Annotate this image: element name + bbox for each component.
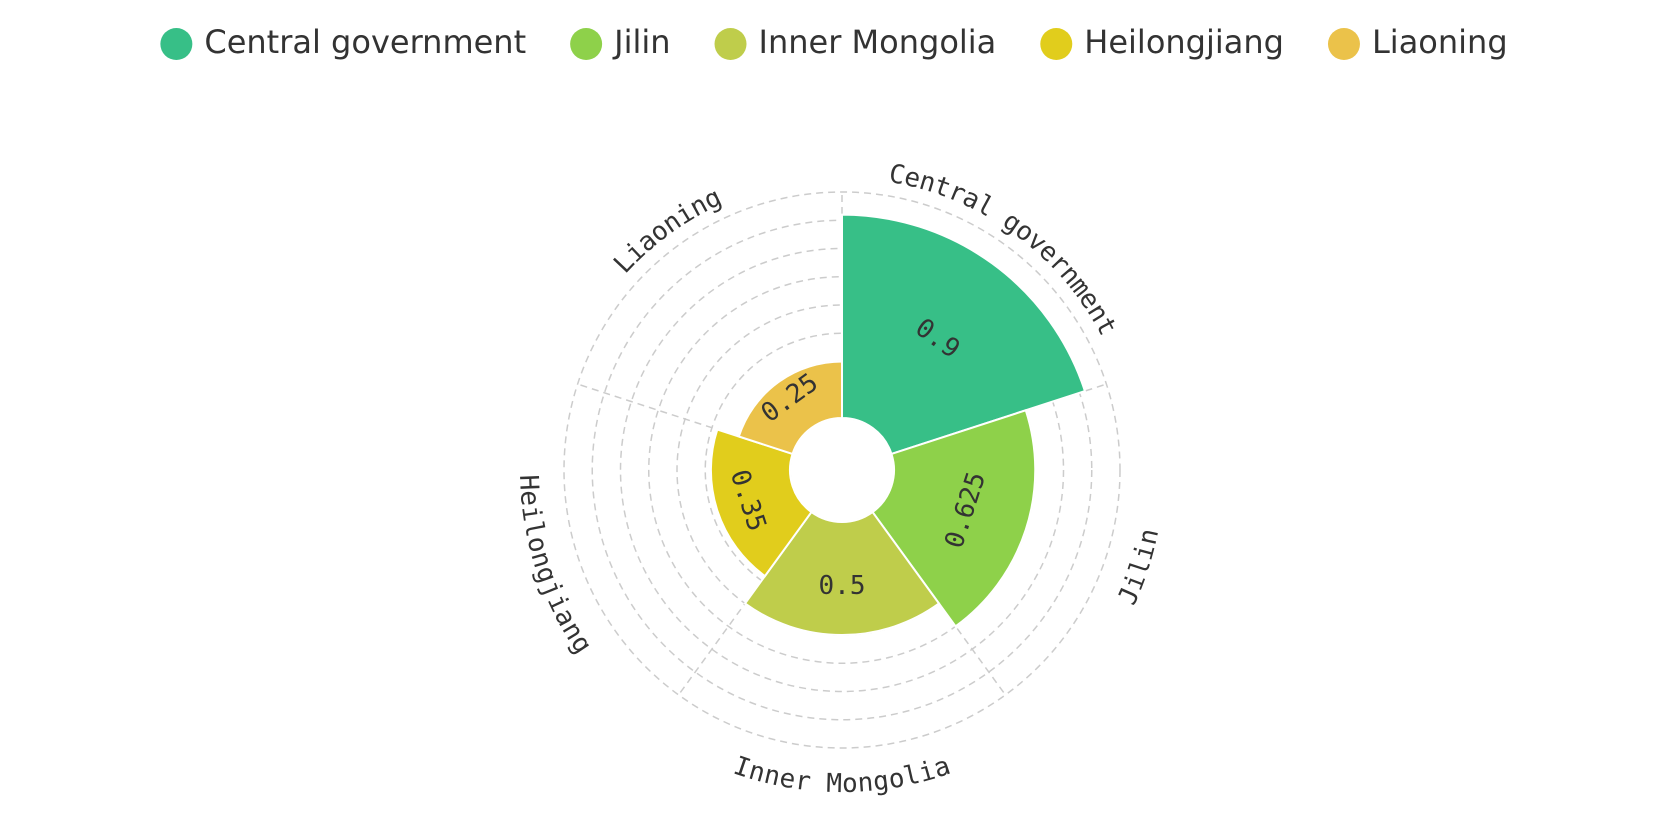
value-label: 0.5 — [819, 571, 866, 601]
category-label: Heilongjiang — [513, 474, 598, 659]
grid-ring — [619, 247, 1065, 693]
category-label: Jilin — [1112, 526, 1165, 609]
bar — [709, 428, 813, 578]
legend-label: Heilongjiang — [1084, 23, 1284, 61]
category-label: Inner Mongolia — [730, 750, 954, 798]
category-label: Liaoning — [608, 182, 726, 279]
legend-label: Inner Mongolia — [759, 23, 997, 61]
legend-marker — [1327, 28, 1360, 60]
category-label-path: Heilongjiang — [513, 474, 598, 659]
grid-ring — [563, 191, 1121, 749]
legend: Central government Jilin Inner Mongolia Hei… — [160, 23, 1508, 61]
bar — [737, 360, 843, 456]
legend-marker — [570, 28, 603, 60]
legend-marker — [1040, 28, 1073, 60]
legend-label: Central government — [204, 23, 526, 61]
legend-marker — [714, 28, 747, 60]
bar — [841, 213, 1087, 456]
category-label-path: Jilin — [1112, 526, 1165, 609]
category-label-path: Inner Mongolia — [730, 750, 954, 798]
legend-label: Liaoning — [1372, 23, 1508, 61]
bar — [871, 409, 1037, 628]
bar — [743, 510, 941, 637]
legend-marker — [160, 28, 193, 60]
category-label-path: Liaoning — [608, 182, 726, 279]
legend-label: Jilin — [612, 23, 670, 61]
